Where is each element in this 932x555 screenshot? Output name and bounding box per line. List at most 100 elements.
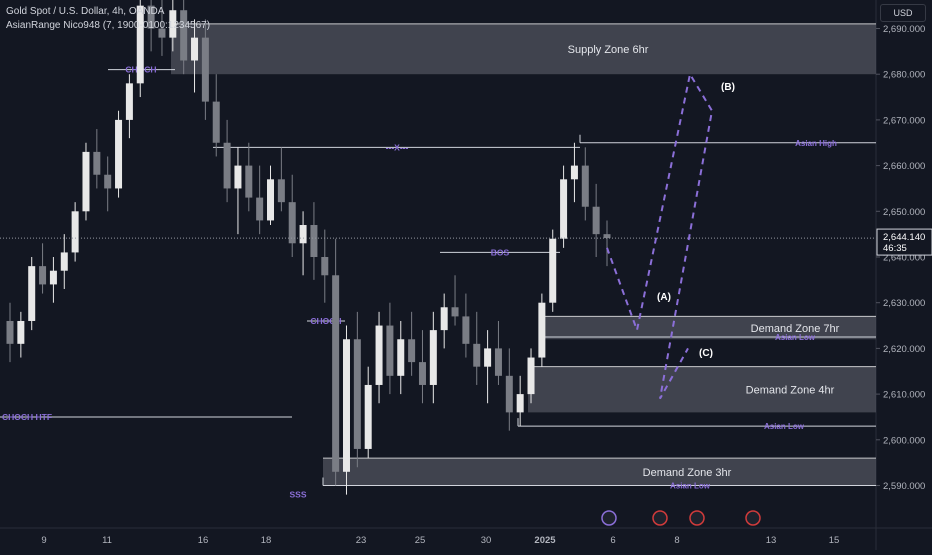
- chart-title: Gold Spot / U.S. Dollar, 4h, OANDA: [6, 6, 165, 17]
- candle-body: [223, 142, 231, 189]
- candle-body: [397, 339, 405, 376]
- candle-body: [570, 165, 578, 180]
- candle-body: [212, 101, 220, 143]
- candle-body: [256, 197, 264, 221]
- zone-box: [171, 23, 876, 75]
- candle-body: [332, 275, 340, 472]
- candle-body: [158, 28, 166, 38]
- candle-body: [473, 343, 481, 367]
- time-tick-label: 8: [674, 535, 679, 546]
- candle-body: [386, 325, 394, 376]
- level-label: Asian Low: [670, 482, 711, 491]
- time-tick-label: 13: [766, 535, 777, 546]
- candle-body: [429, 330, 437, 385]
- last-price-label: 2,644.140: [883, 232, 925, 243]
- structure-label: CHOCH HTF: [2, 412, 52, 422]
- time-tick-label: 2025: [534, 535, 556, 546]
- candle-body: [180, 10, 188, 61]
- candle-body: [115, 119, 123, 189]
- price-tick-label: 2,680.000: [883, 70, 925, 81]
- candle-body: [408, 339, 416, 363]
- candle-body: [299, 225, 307, 244]
- price-tick-label: 2,690.000: [883, 24, 925, 35]
- structure-label: CHOCH: [310, 316, 341, 326]
- candle-body: [310, 225, 318, 257]
- level-label: Asian Low: [764, 422, 805, 431]
- candle-body: [581, 165, 589, 207]
- time-tick-label: 15: [829, 535, 840, 546]
- flag-event-icon: [652, 510, 668, 526]
- candle-body: [603, 234, 611, 239]
- candle-body: [462, 316, 470, 344]
- candle-body: [234, 165, 242, 189]
- time-tick-label: 9: [41, 535, 46, 546]
- time-tick-label: 23: [356, 535, 367, 546]
- structure-label: ---X---: [386, 142, 409, 152]
- projection-label: (B): [721, 82, 735, 93]
- candle-body: [538, 302, 546, 358]
- currency-button[interactable]: USD: [880, 4, 926, 22]
- zone-label: Demand Zone 4hr: [746, 385, 835, 397]
- candle-body: [364, 384, 372, 449]
- price-tick-label: 2,660.000: [883, 161, 925, 172]
- price-tick-label: 2,630.000: [883, 298, 925, 309]
- candle-body: [505, 375, 513, 413]
- projection-path: [606, 71, 714, 400]
- candle-body: [169, 10, 177, 38]
- projection-label: (C): [699, 348, 713, 359]
- candle-body: [277, 179, 285, 203]
- time-tick-label: 30: [481, 535, 492, 546]
- zone-box: [528, 366, 876, 413]
- zone-box: [323, 458, 876, 486]
- candle-body: [353, 339, 361, 449]
- price-tick-label: 2,600.000: [883, 435, 925, 446]
- candle-body: [39, 266, 47, 285]
- candle-body: [136, 5, 144, 84]
- candle-body: [82, 151, 90, 212]
- candle-body: [71, 211, 79, 253]
- candle-body: [494, 348, 502, 376]
- candle-body: [527, 357, 535, 395]
- last-price-box: [876, 228, 932, 256]
- candle-body: [451, 307, 459, 317]
- lightning-event-icon: [601, 510, 617, 526]
- price-tick-label: 2,650.000: [883, 207, 925, 218]
- projection-label: (A): [657, 292, 671, 303]
- candle-body: [125, 83, 133, 120]
- flag-event-icon: [689, 510, 705, 526]
- time-tick-label: 18: [261, 535, 272, 546]
- price-tick-label: 2,620.000: [883, 344, 925, 355]
- structure-label: BOS: [491, 247, 510, 257]
- indicator-label: AsianRange Nico948 (7, 1900-0100:1234567…: [6, 20, 211, 31]
- candle-body: [321, 257, 329, 276]
- candle-body: [549, 238, 557, 303]
- candle-body: [484, 348, 492, 367]
- time-tick-label: 6: [610, 535, 615, 546]
- candle-body: [201, 37, 209, 102]
- last-price-timer: 46:35: [883, 243, 907, 254]
- candle-body: [418, 362, 426, 385]
- candle-body: [245, 165, 253, 198]
- price-tick-label: 2,640.000: [883, 253, 925, 264]
- candle-body: [516, 394, 524, 413]
- time-tick-label: 25: [415, 535, 426, 546]
- zone-label: Demand Zone 7hr: [751, 323, 840, 335]
- candle-body: [147, 5, 155, 29]
- candle-body: [60, 252, 68, 271]
- candle-body: [93, 151, 101, 175]
- level-label: Asian High: [795, 139, 837, 148]
- candle-body: [342, 339, 350, 472]
- candle-body: [49, 270, 57, 285]
- candle-body: [440, 307, 448, 331]
- zone-box: [540, 316, 876, 340]
- zone-label: Supply Zone 6hr: [568, 44, 649, 56]
- candle-body: [267, 179, 275, 221]
- candle-body: [592, 206, 600, 235]
- candle-body: [28, 266, 36, 321]
- candle-body: [6, 320, 14, 344]
- time-tick-label: 11: [102, 535, 112, 546]
- candle-body: [104, 174, 112, 189]
- candle-body: [288, 202, 296, 244]
